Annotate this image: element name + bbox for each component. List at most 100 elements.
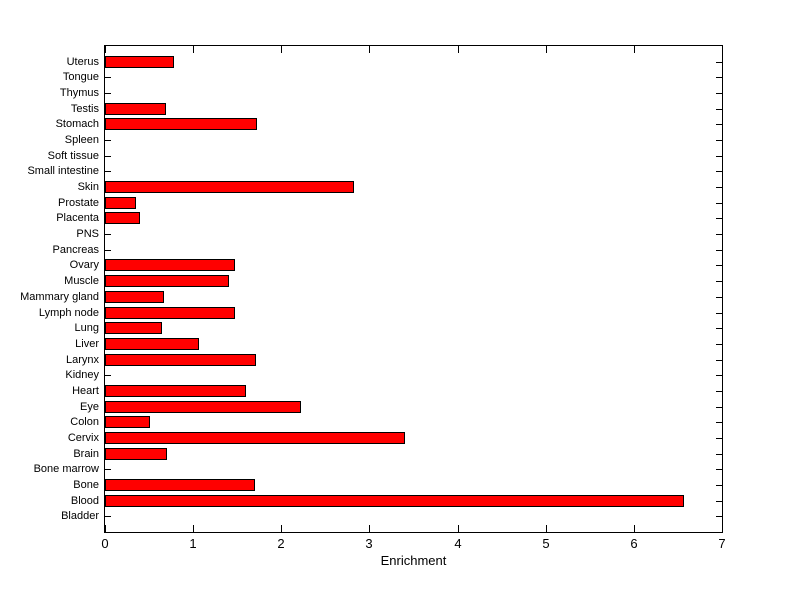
x-tick (458, 46, 459, 53)
bar (105, 307, 235, 319)
y-tick (716, 360, 722, 361)
y-tick-label: Heart (72, 385, 99, 397)
plot-area (104, 45, 723, 533)
x-tick (546, 46, 547, 53)
y-tick-label: Cervix (67, 432, 99, 444)
bar (105, 385, 246, 397)
y-tick (716, 485, 722, 486)
x-tick-label: 5 (542, 536, 550, 551)
y-tick-label: Lymph node (38, 307, 99, 319)
y-tick (716, 62, 722, 63)
x-tick (105, 46, 106, 53)
y-tick-label: Blood (70, 495, 99, 507)
y-tick (105, 77, 111, 78)
x-tick-label: 6 (630, 536, 638, 551)
x-tick (722, 46, 723, 53)
y-tick-label: Placenta (56, 212, 99, 224)
y-tick (716, 438, 722, 439)
x-tick-label: 0 (101, 536, 109, 551)
y-tick-label: Eye (80, 401, 99, 413)
bar (105, 322, 162, 334)
y-tick-label: Tongue (62, 71, 99, 83)
y-tick (716, 77, 722, 78)
y-tick-label: Prostate (58, 197, 99, 209)
y-tick-label: Brain (73, 448, 99, 460)
y-tick (716, 93, 722, 94)
y-tick (716, 234, 722, 235)
x-tick (634, 525, 635, 532)
x-tick (458, 525, 459, 532)
x-tick-label: 4 (454, 536, 462, 551)
bar (105, 401, 301, 413)
y-tick (105, 516, 111, 517)
y-tick (105, 171, 111, 172)
y-tick-label: Uterus (66, 56, 99, 68)
y-tick-label: Colon (70, 416, 99, 428)
bar (105, 197, 136, 209)
y-tick (716, 454, 722, 455)
x-tick-label: 7 (718, 536, 726, 551)
y-tick-label: Stomach (55, 118, 99, 130)
y-tick (716, 203, 722, 204)
y-tick (716, 469, 722, 470)
y-tick (716, 140, 722, 141)
bar (105, 212, 140, 224)
y-tick (716, 328, 722, 329)
y-tick-label: Ovary (69, 259, 99, 271)
y-tick (105, 93, 111, 94)
bar (105, 181, 354, 193)
x-tick (193, 46, 194, 53)
bar (105, 432, 405, 444)
bar (105, 495, 684, 507)
x-tick (369, 525, 370, 532)
y-tick (105, 375, 111, 376)
y-tick-label: Spleen (64, 134, 99, 146)
x-tick (634, 46, 635, 53)
y-tick-label: Testis (70, 103, 99, 115)
bar (105, 118, 257, 130)
bar (105, 103, 166, 115)
bar (105, 275, 229, 287)
y-tick (105, 469, 111, 470)
bar (105, 448, 167, 460)
y-tick-label: Kidney (65, 369, 99, 381)
y-tick (716, 501, 722, 502)
y-tick-label: Larynx (65, 354, 99, 366)
bar (105, 354, 256, 366)
y-tick-label: Lung (74, 322, 99, 334)
y-tick-label: Bone (73, 479, 99, 491)
y-tick (716, 250, 722, 251)
y-tick (716, 187, 722, 188)
y-tick (716, 281, 722, 282)
y-tick (105, 250, 111, 251)
y-tick-label: Soft tissue (47, 150, 99, 162)
y-tick (716, 156, 722, 157)
y-tick (716, 313, 722, 314)
y-tick (716, 344, 722, 345)
x-tick (369, 46, 370, 53)
bar (105, 291, 164, 303)
y-tick-label: Thymus (59, 87, 99, 99)
x-tick-label: 2 (277, 536, 285, 551)
x-tick (546, 525, 547, 532)
y-tick (716, 407, 722, 408)
y-tick-label: Small intestine (27, 165, 99, 177)
x-tick (722, 525, 723, 532)
y-tick-label: PNS (76, 228, 99, 240)
y-tick-label: Mammary gland (20, 291, 99, 303)
y-tick-label: Liver (75, 338, 99, 350)
y-tick (716, 265, 722, 266)
y-tick-label: Skin (77, 181, 99, 193)
x-tick (281, 46, 282, 53)
y-tick (716, 516, 722, 517)
bar (105, 338, 199, 350)
y-tick (105, 156, 111, 157)
y-tick (105, 140, 111, 141)
bar (105, 56, 174, 68)
x-tick-label: 1 (189, 536, 197, 551)
x-tick-label: 3 (365, 536, 373, 551)
bar (105, 416, 150, 428)
y-tick-label: Pancreas (52, 244, 99, 256)
y-tick (716, 109, 722, 110)
